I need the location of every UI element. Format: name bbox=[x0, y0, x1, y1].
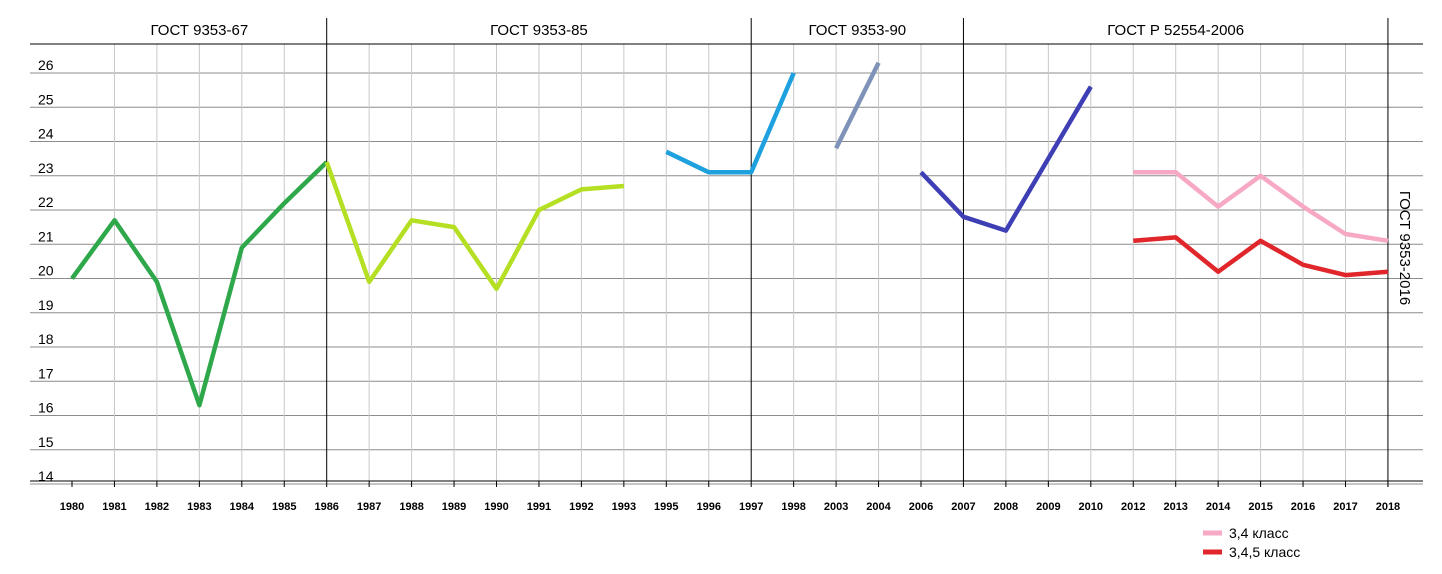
x-tick-label-2012: 2012 bbox=[1121, 501, 1145, 513]
y-tick-label-19: 19 bbox=[38, 297, 54, 313]
x-tick-label-1993: 1993 bbox=[612, 501, 636, 513]
x-tick-label-1982: 1982 bbox=[145, 501, 169, 513]
x-tick-label-2017: 2017 bbox=[1333, 501, 1357, 513]
legend-label-1: 3,4,5 класс bbox=[1229, 544, 1300, 560]
series-line-0 bbox=[70, 160, 329, 408]
grid bbox=[30, 44, 1423, 485]
labels: 14 15 16 17 18 19 20 21 22 23 24 25 26 1980 1981 1982 19… bbox=[38, 22, 1413, 513]
x-tick-label-2003: 2003 bbox=[824, 501, 848, 513]
series-line-3 bbox=[834, 61, 881, 150]
x-tick-label-2018: 2018 bbox=[1376, 501, 1400, 513]
x-tick-label-1988: 1988 bbox=[399, 501, 423, 513]
x-tick-label-1989: 1989 bbox=[442, 501, 466, 513]
x-tick-label-2014: 2014 bbox=[1206, 501, 1231, 513]
x-tick-label-2016: 2016 bbox=[1291, 501, 1315, 513]
x-tick-label-1986: 1986 bbox=[314, 501, 338, 513]
series-line-4 bbox=[919, 85, 1093, 233]
y-tick-label-17: 17 bbox=[38, 365, 54, 381]
standard-label-0: ГОСТ 9353-67 bbox=[151, 22, 249, 39]
x-tick-label-1984: 1984 bbox=[230, 501, 255, 513]
x-tick-label-2009: 2009 bbox=[1036, 501, 1060, 513]
y-tick-label-23: 23 bbox=[38, 160, 54, 176]
y-tick-label-21: 21 bbox=[38, 228, 54, 244]
legend: 3,4 класс 3,4,5 класс bbox=[1203, 525, 1300, 560]
y-tick-label-24: 24 bbox=[38, 126, 54, 142]
legend-label-0: 3,4 класс bbox=[1229, 525, 1289, 541]
x-tick-label-2007: 2007 bbox=[951, 501, 975, 513]
series bbox=[70, 61, 1389, 408]
x-tick-label-2013: 2013 bbox=[1163, 501, 1187, 513]
y-tick-label-20: 20 bbox=[38, 263, 54, 279]
series-line-6 bbox=[1133, 235, 1389, 278]
x-tick-label-2015: 2015 bbox=[1248, 501, 1272, 513]
series-line-1 bbox=[324, 161, 625, 292]
x-tick-label-1995: 1995 bbox=[654, 501, 678, 513]
x-tick-label-1991: 1991 bbox=[527, 501, 551, 513]
x-tick-label-1998: 1998 bbox=[781, 501, 805, 513]
x-tick-label-2006: 2006 bbox=[909, 501, 933, 513]
x-tick-label-1980: 1980 bbox=[60, 501, 84, 513]
standard-label-3: ГОСТ Р 52554-2006 bbox=[1107, 22, 1244, 39]
x-tick-label-1981: 1981 bbox=[102, 501, 126, 513]
x-tick-label-1987: 1987 bbox=[357, 501, 381, 513]
right-standard-label: ГОСТ 9353-2016 bbox=[1396, 191, 1413, 305]
x-tick-label-1997: 1997 bbox=[739, 501, 763, 513]
standard-label-2: ГОСТ 9353-90 bbox=[808, 22, 906, 39]
x-tick-label-1990: 1990 bbox=[484, 501, 508, 513]
x-tick-label-2004: 2004 bbox=[866, 501, 891, 513]
y-tick-label-22: 22 bbox=[38, 194, 54, 210]
y-tick-label-26: 26 bbox=[38, 57, 54, 73]
y-tick-label-14: 14 bbox=[38, 468, 54, 484]
y-tick-label-15: 15 bbox=[38, 434, 54, 450]
x-tick-label-1983: 1983 bbox=[187, 501, 211, 513]
y-tick-label-18: 18 bbox=[38, 331, 54, 347]
axes bbox=[30, 18, 1423, 487]
x-tick-label-2008: 2008 bbox=[994, 501, 1018, 513]
series-line-2 bbox=[665, 72, 796, 175]
x-tick-label-1992: 1992 bbox=[569, 501, 593, 513]
standard-label-1: ГОСТ 9353-85 bbox=[490, 22, 588, 39]
y-tick-label-25: 25 bbox=[38, 91, 54, 107]
x-tick-label-1996: 1996 bbox=[697, 501, 721, 513]
series-line-5 bbox=[1133, 170, 1389, 244]
y-tick-label-16: 16 bbox=[38, 400, 54, 416]
x-tick-label-1985: 1985 bbox=[272, 501, 296, 513]
x-tick-label-2010: 2010 bbox=[1079, 501, 1103, 513]
